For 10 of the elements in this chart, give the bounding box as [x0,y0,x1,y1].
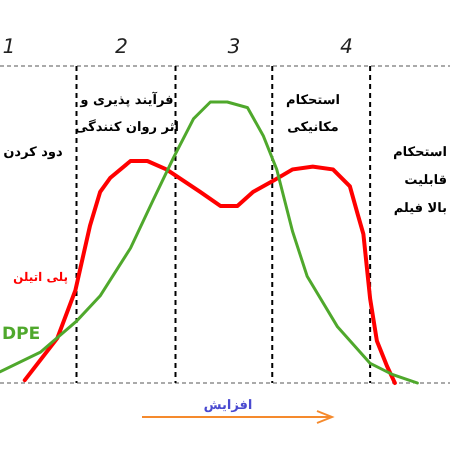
annotation: استحکام قابلیت بالا فیلم [393,145,447,216]
x-tick-label: 1 [2,34,16,58]
series-label: پلی اتیلن [13,270,68,284]
annotation: استحکام مکانیکی [286,93,340,135]
x-tick-label: 3 [228,34,240,58]
annotation: دود کردن [3,145,64,160]
text: افزایش [204,398,252,413]
x-tick-label: 2 [115,34,128,58]
series-label: DPE [2,324,40,344]
x-tick-label: 4 [340,34,353,58]
